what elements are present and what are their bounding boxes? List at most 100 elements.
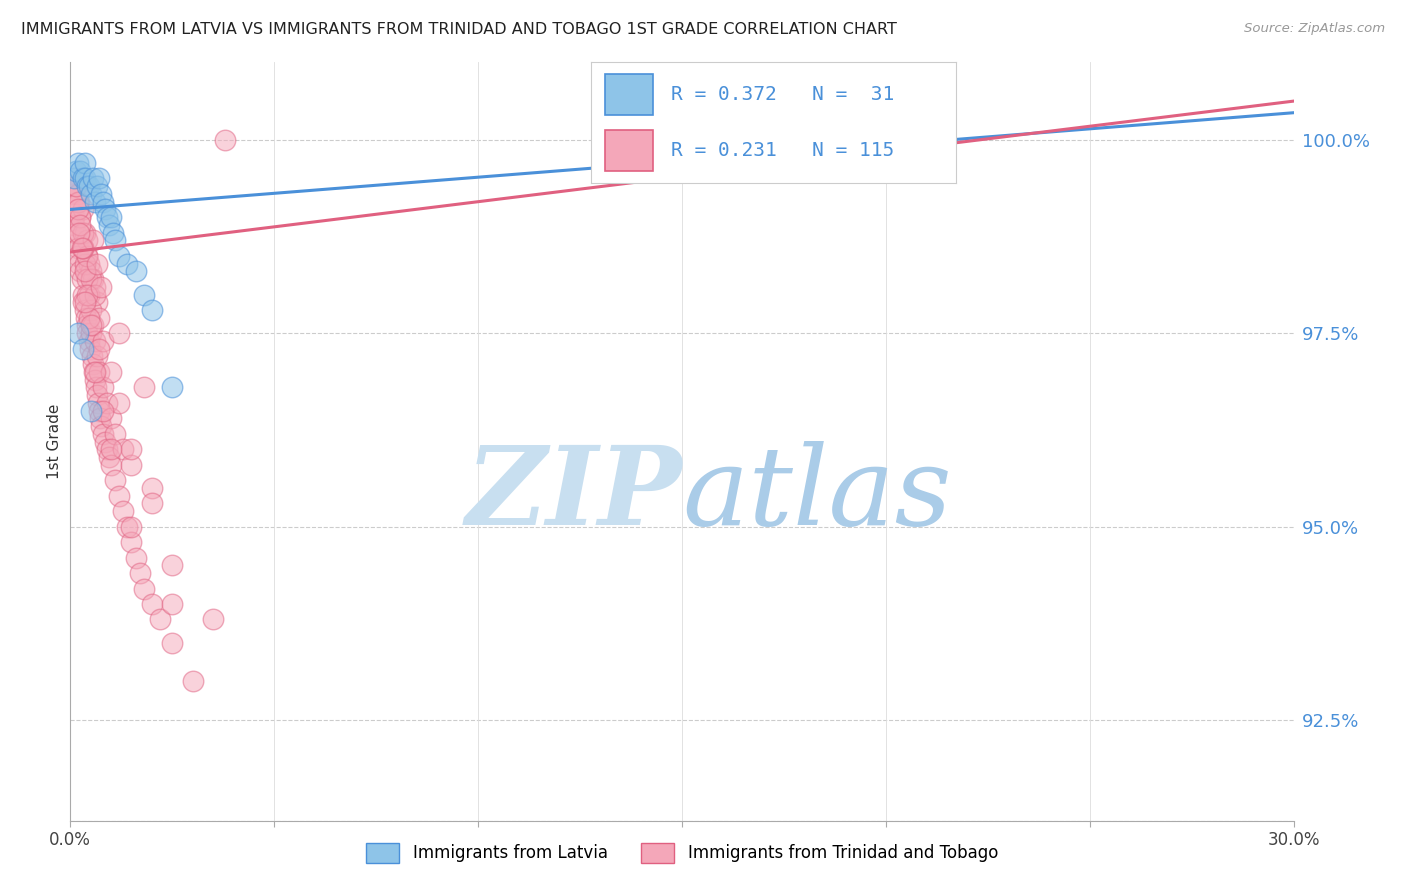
Point bbox=[91, 426, 114, 441]
Point bbox=[86, 179, 108, 194]
Point bbox=[63, 171, 86, 186]
Point bbox=[86, 295, 108, 310]
Text: R = 0.372   N =  31: R = 0.372 N = 31 bbox=[671, 86, 894, 104]
Point bbox=[83, 365, 105, 379]
Point bbox=[82, 171, 104, 186]
Point bbox=[117, 257, 139, 271]
Point bbox=[90, 280, 112, 294]
Point bbox=[91, 194, 114, 209]
Point bbox=[96, 396, 118, 410]
Point bbox=[65, 179, 87, 194]
Point bbox=[77, 257, 100, 271]
Point bbox=[141, 597, 163, 611]
Point bbox=[67, 257, 90, 271]
Point bbox=[124, 264, 146, 278]
Point bbox=[86, 257, 108, 271]
Point bbox=[73, 226, 96, 240]
Point bbox=[162, 597, 183, 611]
Point bbox=[214, 133, 236, 147]
Point bbox=[83, 194, 105, 209]
Point bbox=[77, 310, 100, 325]
Point bbox=[121, 442, 143, 457]
Point bbox=[121, 458, 143, 472]
Y-axis label: 1st Grade: 1st Grade bbox=[46, 404, 62, 479]
Point bbox=[87, 171, 110, 186]
Point bbox=[73, 295, 96, 310]
Point bbox=[100, 458, 122, 472]
Point bbox=[84, 380, 107, 394]
Point bbox=[76, 318, 98, 333]
Point bbox=[96, 210, 118, 224]
Point bbox=[77, 287, 100, 301]
Point bbox=[86, 388, 108, 402]
Point bbox=[72, 241, 94, 255]
Point bbox=[141, 303, 163, 318]
Point bbox=[82, 272, 104, 286]
Point bbox=[79, 403, 103, 417]
FancyBboxPatch shape bbox=[605, 75, 652, 115]
Point bbox=[83, 365, 105, 379]
Point bbox=[65, 163, 87, 178]
Point bbox=[60, 186, 83, 201]
Point bbox=[149, 612, 172, 626]
Point bbox=[100, 411, 122, 425]
Point bbox=[87, 396, 110, 410]
Point bbox=[91, 403, 114, 417]
Point bbox=[70, 241, 93, 255]
Point bbox=[98, 450, 121, 464]
Point bbox=[79, 186, 103, 201]
Text: R = 0.231   N = 115: R = 0.231 N = 115 bbox=[671, 141, 894, 160]
Point bbox=[76, 179, 98, 194]
Point bbox=[67, 326, 90, 341]
Point bbox=[65, 226, 87, 240]
Point bbox=[141, 496, 163, 510]
Point bbox=[69, 218, 91, 232]
Point bbox=[112, 504, 135, 518]
Point bbox=[72, 342, 94, 356]
Point bbox=[76, 249, 98, 263]
Point bbox=[77, 179, 100, 194]
Point bbox=[96, 442, 118, 457]
Point bbox=[104, 473, 127, 487]
Point bbox=[100, 365, 122, 379]
Point bbox=[112, 442, 135, 457]
Point bbox=[132, 287, 155, 301]
Text: ZIP: ZIP bbox=[465, 441, 682, 549]
Point bbox=[104, 233, 127, 247]
Point bbox=[79, 272, 103, 286]
Point bbox=[132, 582, 155, 596]
Text: IMMIGRANTS FROM LATVIA VS IMMIGRANTS FROM TRINIDAD AND TOBAGO 1ST GRADE CORRELAT: IMMIGRANTS FROM LATVIA VS IMMIGRANTS FRO… bbox=[21, 22, 897, 37]
Point bbox=[87, 403, 110, 417]
Legend: Immigrants from Latvia, Immigrants from Trinidad and Tobago: Immigrants from Latvia, Immigrants from … bbox=[359, 837, 1005, 869]
Point bbox=[67, 186, 90, 201]
Point bbox=[83, 373, 105, 387]
Point bbox=[94, 434, 117, 449]
Point bbox=[73, 257, 96, 271]
Point bbox=[67, 202, 90, 217]
Point bbox=[82, 357, 104, 371]
Point bbox=[69, 210, 91, 224]
Point bbox=[69, 163, 91, 178]
Point bbox=[69, 210, 91, 224]
Point bbox=[91, 334, 114, 348]
Point bbox=[124, 550, 146, 565]
Point bbox=[141, 481, 163, 495]
Point bbox=[79, 326, 103, 341]
Point bbox=[70, 272, 93, 286]
Point bbox=[79, 318, 103, 333]
Point bbox=[108, 326, 131, 341]
Point bbox=[63, 233, 86, 247]
Point bbox=[83, 287, 105, 301]
Point bbox=[67, 194, 90, 209]
Point bbox=[67, 194, 90, 209]
Point bbox=[202, 612, 225, 626]
Point bbox=[121, 535, 143, 549]
Point bbox=[76, 249, 98, 263]
Point bbox=[76, 272, 98, 286]
Point bbox=[67, 156, 90, 170]
Point bbox=[72, 295, 94, 310]
Point bbox=[117, 519, 139, 533]
Text: atlas: atlas bbox=[682, 441, 952, 549]
Point bbox=[76, 287, 98, 301]
Point bbox=[72, 287, 94, 301]
